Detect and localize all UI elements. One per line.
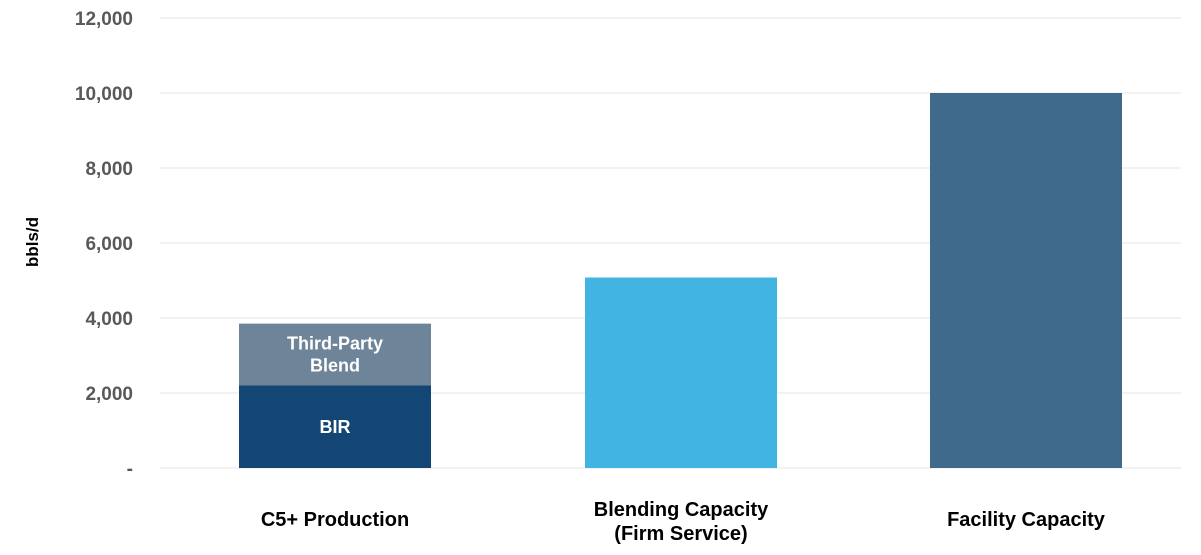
y-axis-label: bbls/d — [23, 217, 42, 267]
x-category-label: (Firm Service) — [614, 523, 747, 545]
x-category-label: Facility Capacity — [947, 509, 1106, 531]
bar-segment-label: BIR — [320, 417, 351, 437]
bar-segment — [239, 385, 431, 468]
y-axis-tick-labels: - 2,000 4,000 6,000 8,000 10,000 12,000 — [75, 9, 133, 480]
bar-segment — [930, 93, 1122, 468]
y-tick-label: 8,000 — [85, 159, 133, 180]
x-category-label: C5+ Production — [261, 509, 409, 531]
y-tick-label: 10,000 — [75, 84, 133, 105]
y-tick-label: - — [127, 459, 133, 480]
x-category-label: Blending Capacity — [594, 499, 769, 521]
bar-segment — [585, 277, 777, 468]
x-axis-category-labels: C5+ Production Blending Capacity(Firm Ser… — [261, 499, 1106, 545]
bar-segment-label: Third-Party — [287, 334, 383, 354]
y-tick-label: 4,000 — [85, 309, 133, 330]
bar-segment-label: Blend — [310, 356, 360, 376]
y-tick-label: 12,000 — [75, 9, 133, 30]
bar-segment — [239, 323, 431, 386]
y-tick-label: 6,000 — [85, 234, 133, 255]
y-tick-label: 2,000 — [85, 384, 133, 405]
